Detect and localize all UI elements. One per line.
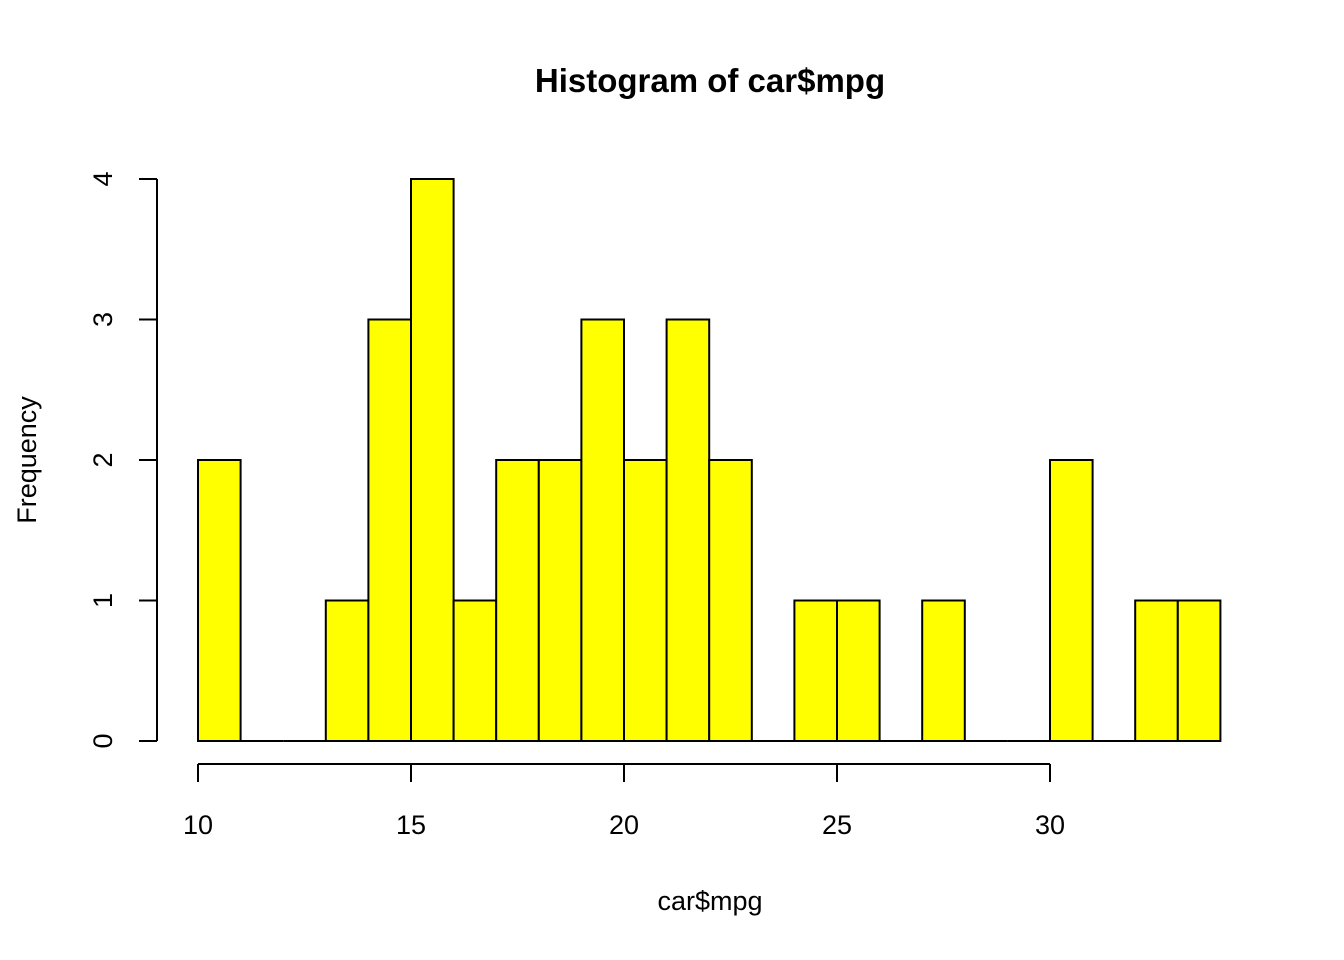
histogram-bar (197, 459, 242, 742)
y-tick-label: 3 (88, 312, 118, 327)
histogram-bar (495, 459, 540, 742)
y-tick-label: 1 (88, 593, 118, 608)
histogram-bar (665, 318, 711, 742)
histogram-bar (836, 599, 881, 742)
histogram-bar (921, 599, 966, 742)
bars-group (197, 178, 1222, 742)
y-tick-label: 0 (88, 733, 118, 748)
histogram-bar (708, 459, 753, 742)
y-tick-label: 4 (88, 171, 118, 186)
histogram-bar (1176, 599, 1222, 742)
histogram-bar (367, 318, 412, 742)
histogram-bar (580, 318, 626, 742)
histogram-bar (1049, 459, 1094, 742)
x-tick-label: 30 (1035, 810, 1065, 840)
y-axis: 0 1 2 3 4 (88, 171, 158, 749)
x-tick-label: 20 (609, 810, 639, 840)
x-tick-label: 10 (183, 810, 213, 840)
chart-title: Histogram of car$mpg (535, 62, 885, 99)
y-axis-label: Frequency (12, 396, 42, 524)
histogram-bar (324, 599, 370, 742)
x-axis: 10 15 20 25 30 (183, 763, 1065, 840)
x-tick-label: 15 (396, 810, 426, 840)
histogram-bar (537, 459, 583, 742)
histogram-bar (1134, 599, 1179, 742)
histogram-bar (623, 459, 668, 742)
histogram-bar (793, 599, 839, 742)
y-tick-label: 2 (88, 452, 118, 467)
x-tick-label: 25 (822, 810, 852, 840)
histogram-bar (452, 599, 498, 742)
histogram-bar (410, 178, 455, 742)
x-axis-label: car$mpg (657, 886, 762, 916)
